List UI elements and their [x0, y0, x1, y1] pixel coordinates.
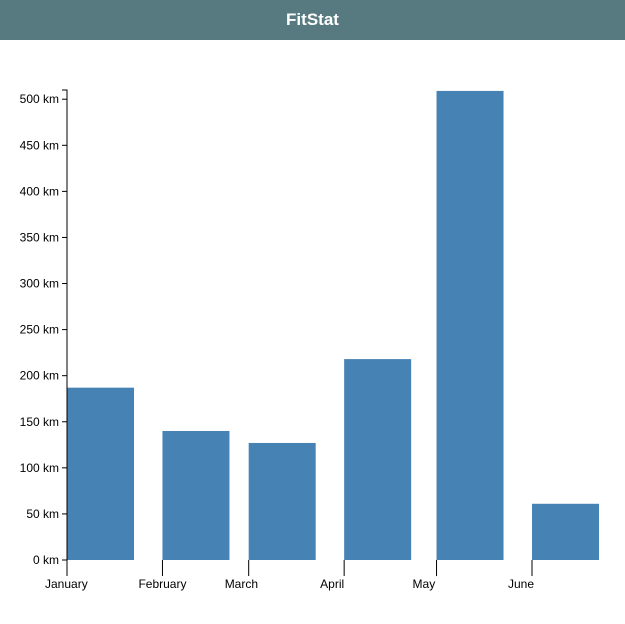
- bar-january: [67, 387, 134, 560]
- x-axis: January February March April May June: [45, 560, 534, 591]
- y-tick-label: 0 km: [33, 553, 59, 567]
- y-tick-label: 350 km: [20, 230, 59, 244]
- bar-may: [436, 90, 504, 560]
- y-tick-label: 450 km: [20, 138, 59, 152]
- bar-june: [532, 503, 599, 560]
- x-tick-label: February: [138, 577, 186, 591]
- bar-april: [344, 359, 412, 560]
- x-tick-label: March: [225, 577, 258, 591]
- y-tick-label: 200 km: [20, 369, 59, 383]
- y-axis: 0 km 50 km 100 km 150 km 200 km 250 km 300 km 3…: [20, 89, 68, 567]
- x-tick-label: June: [508, 577, 534, 591]
- y-tick-label: 500 km: [20, 92, 59, 106]
- x-tick-label: May: [413, 577, 436, 591]
- x-tick-label: April: [320, 577, 344, 591]
- bar-february: [162, 430, 230, 560]
- bar-march: [248, 442, 316, 560]
- x-tick-label: January: [45, 577, 88, 591]
- y-tick-label: 250 km: [20, 323, 59, 337]
- y-tick-label: 150 km: [20, 415, 59, 429]
- app-header: FitStat: [0, 0, 625, 40]
- y-tick-label: 300 km: [20, 277, 59, 291]
- bars: [67, 90, 599, 560]
- y-tick-label: 50 km: [26, 507, 59, 521]
- y-tick-label: 400 km: [20, 184, 59, 198]
- y-tick-label: 100 km: [20, 461, 59, 475]
- app-title: FitStat: [286, 10, 339, 29]
- y-axis-line: [62, 89, 68, 561]
